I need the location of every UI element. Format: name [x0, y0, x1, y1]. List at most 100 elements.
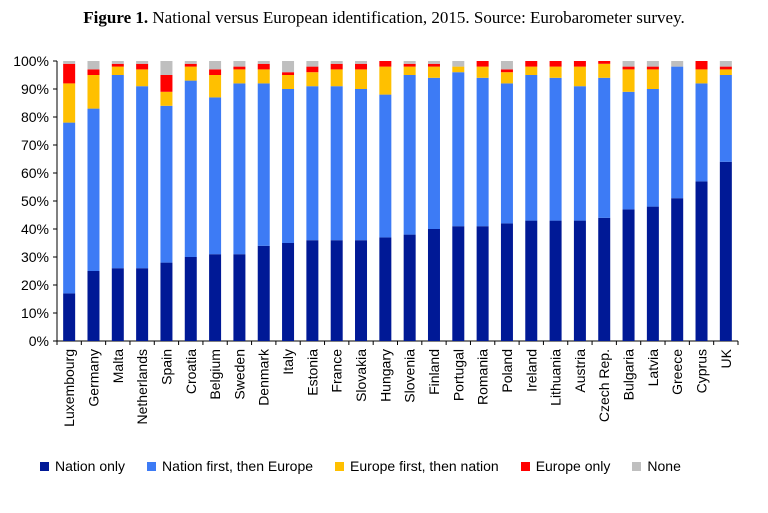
bar-segment-nation-only: [427, 229, 440, 341]
bar-segment-nation-only: [598, 217, 611, 341]
bar-segment-nation-first-then-europe: [598, 77, 611, 218]
bar-segment-nation-first-then-europe: [111, 75, 124, 269]
x-tick-label: UK: [718, 348, 734, 368]
bar-segment-nation-first-then-europe: [500, 83, 513, 224]
bar-segment-europe-only: [403, 63, 416, 67]
bar-segment-europe-first-then-nation: [549, 66, 562, 78]
bar-segment-nation-only: [233, 254, 246, 341]
bar-segment-europe-first-then-nation: [87, 75, 100, 109]
bar-segment-nation-only: [403, 234, 416, 341]
bar-segment-nation-only: [500, 223, 513, 341]
bar-segment-nation-only: [87, 271, 100, 341]
bar-segment-europe-first-then-nation: [452, 66, 465, 73]
legend-item: Europe only: [520, 458, 611, 474]
bar-segment-none: [111, 61, 124, 64]
bar-segment-nation-first-then-europe: [671, 66, 684, 199]
bar-segment-europe-first-then-nation: [646, 69, 659, 89]
bar-segment-europe-only: [695, 61, 708, 70]
legend-item: Nation only: [40, 458, 125, 474]
bar-segment-europe-only: [719, 66, 732, 70]
x-tick-label: Cyprus: [694, 349, 710, 393]
legend-label: Europe only: [535, 458, 611, 474]
bar-segment-europe-first-then-nation: [184, 66, 197, 81]
bar-segment-europe-only: [209, 69, 222, 75]
bar-segment-nation-first-then-europe: [282, 89, 295, 243]
bar-segment-nation-only: [525, 220, 538, 341]
bar-segment-europe-first-then-nation: [622, 69, 635, 92]
bar-segment-nation-only: [306, 240, 319, 341]
x-tick-label: Romania: [475, 349, 491, 405]
bar-segment-europe-first-then-nation: [719, 69, 732, 75]
bar-segment-europe-first-then-nation: [598, 63, 611, 78]
y-tick-label: 30%: [21, 249, 49, 265]
bar-segment-none: [87, 61, 100, 70]
bar-segment-europe-only: [646, 66, 659, 70]
bar-segment-none: [209, 61, 222, 70]
bar-segment-europe-only: [306, 66, 319, 73]
bar-segment-europe-only: [233, 66, 246, 70]
bar-segment-nation-only: [549, 220, 562, 341]
bar-segment-europe-only: [427, 63, 440, 67]
bar-segment-nation-first-then-europe: [63, 122, 76, 294]
bar-segment-none: [622, 61, 635, 67]
bar-segment-none: [160, 61, 173, 75]
bar-segment-europe-only: [63, 63, 76, 84]
bar-segment-none: [671, 61, 684, 67]
legend-swatch: [40, 461, 49, 471]
bar-segment-europe-only: [379, 61, 392, 67]
legend-swatch: [632, 461, 642, 471]
x-tick-label: Latvia: [645, 349, 661, 387]
bar-segment-nation-only: [476, 226, 489, 341]
bar-segment-none: [330, 61, 343, 64]
y-tick-label: 0%: [29, 333, 49, 349]
bar-segment-nation-only: [452, 226, 465, 341]
figure-title: Figure 1. National versus European ident…: [0, 8, 768, 28]
x-tick-label: Croatia: [183, 349, 199, 394]
legend-item: Europe first, then nation: [335, 458, 499, 474]
bar-segment-nation-first-then-europe: [549, 77, 562, 221]
bar-segment-europe-first-then-nation: [573, 66, 586, 87]
bar-segment-nation-first-then-europe: [622, 91, 635, 210]
bar-segment-nation-first-then-europe: [403, 75, 416, 235]
x-tick-label: Ireland: [523, 349, 539, 392]
x-tick-label: Estonia: [304, 349, 320, 396]
bar-segment-europe-only: [160, 75, 173, 92]
bar-segment-europe-only: [282, 72, 295, 75]
bar-segment-none: [257, 61, 270, 64]
bar-segment-nation-first-then-europe: [330, 86, 343, 241]
x-tick-label: Czech Rep.: [596, 349, 612, 422]
bar-segment-nation-only: [160, 262, 173, 341]
y-tick-label: 40%: [21, 221, 49, 237]
x-tick-label: Bulgaria: [621, 349, 637, 401]
legend-swatch: [147, 461, 157, 471]
x-tick-label: Belgium: [207, 349, 223, 400]
bar-segment-europe-only: [355, 63, 368, 70]
legend-item: Nation first, then Europe: [147, 458, 313, 474]
bar-segment-europe-first-then-nation: [525, 66, 538, 75]
bar-segment-europe-only: [622, 66, 635, 70]
legend-item: None: [632, 458, 681, 474]
bar-segment-europe-first-then-nation: [136, 69, 149, 87]
bar-segment-nation-first-then-europe: [355, 89, 368, 241]
bar-segment-europe-only: [573, 61, 586, 67]
bar-segment-nation-first-then-europe: [136, 86, 149, 269]
bar-segment-europe-only: [500, 69, 513, 73]
bar-segment-europe-first-then-nation: [403, 66, 416, 75]
bar-segment-nation-first-then-europe: [525, 75, 538, 221]
y-tick-label: 10%: [21, 305, 49, 321]
bar-segment-europe-first-then-nation: [379, 66, 392, 95]
bar-segment-nation-first-then-europe: [646, 89, 659, 207]
bar-segment-europe-only: [549, 61, 562, 67]
bar-segment-europe-only: [111, 63, 124, 67]
bar-segment-nation-first-then-europe: [452, 72, 465, 227]
x-tick-label: Germany: [85, 349, 101, 407]
x-tick-label: Lithuania: [548, 349, 564, 406]
bar-segment-nation-only: [671, 198, 684, 341]
bar-segment-europe-first-then-nation: [695, 69, 708, 84]
bar-segment-europe-first-then-nation: [476, 66, 489, 78]
bar-segment-nation-only: [355, 240, 368, 341]
bar-segment-europe-only: [87, 69, 100, 75]
y-tick-label: 50%: [21, 193, 49, 209]
legend-swatch: [335, 461, 345, 471]
bar-segment-nation-only: [695, 181, 708, 341]
